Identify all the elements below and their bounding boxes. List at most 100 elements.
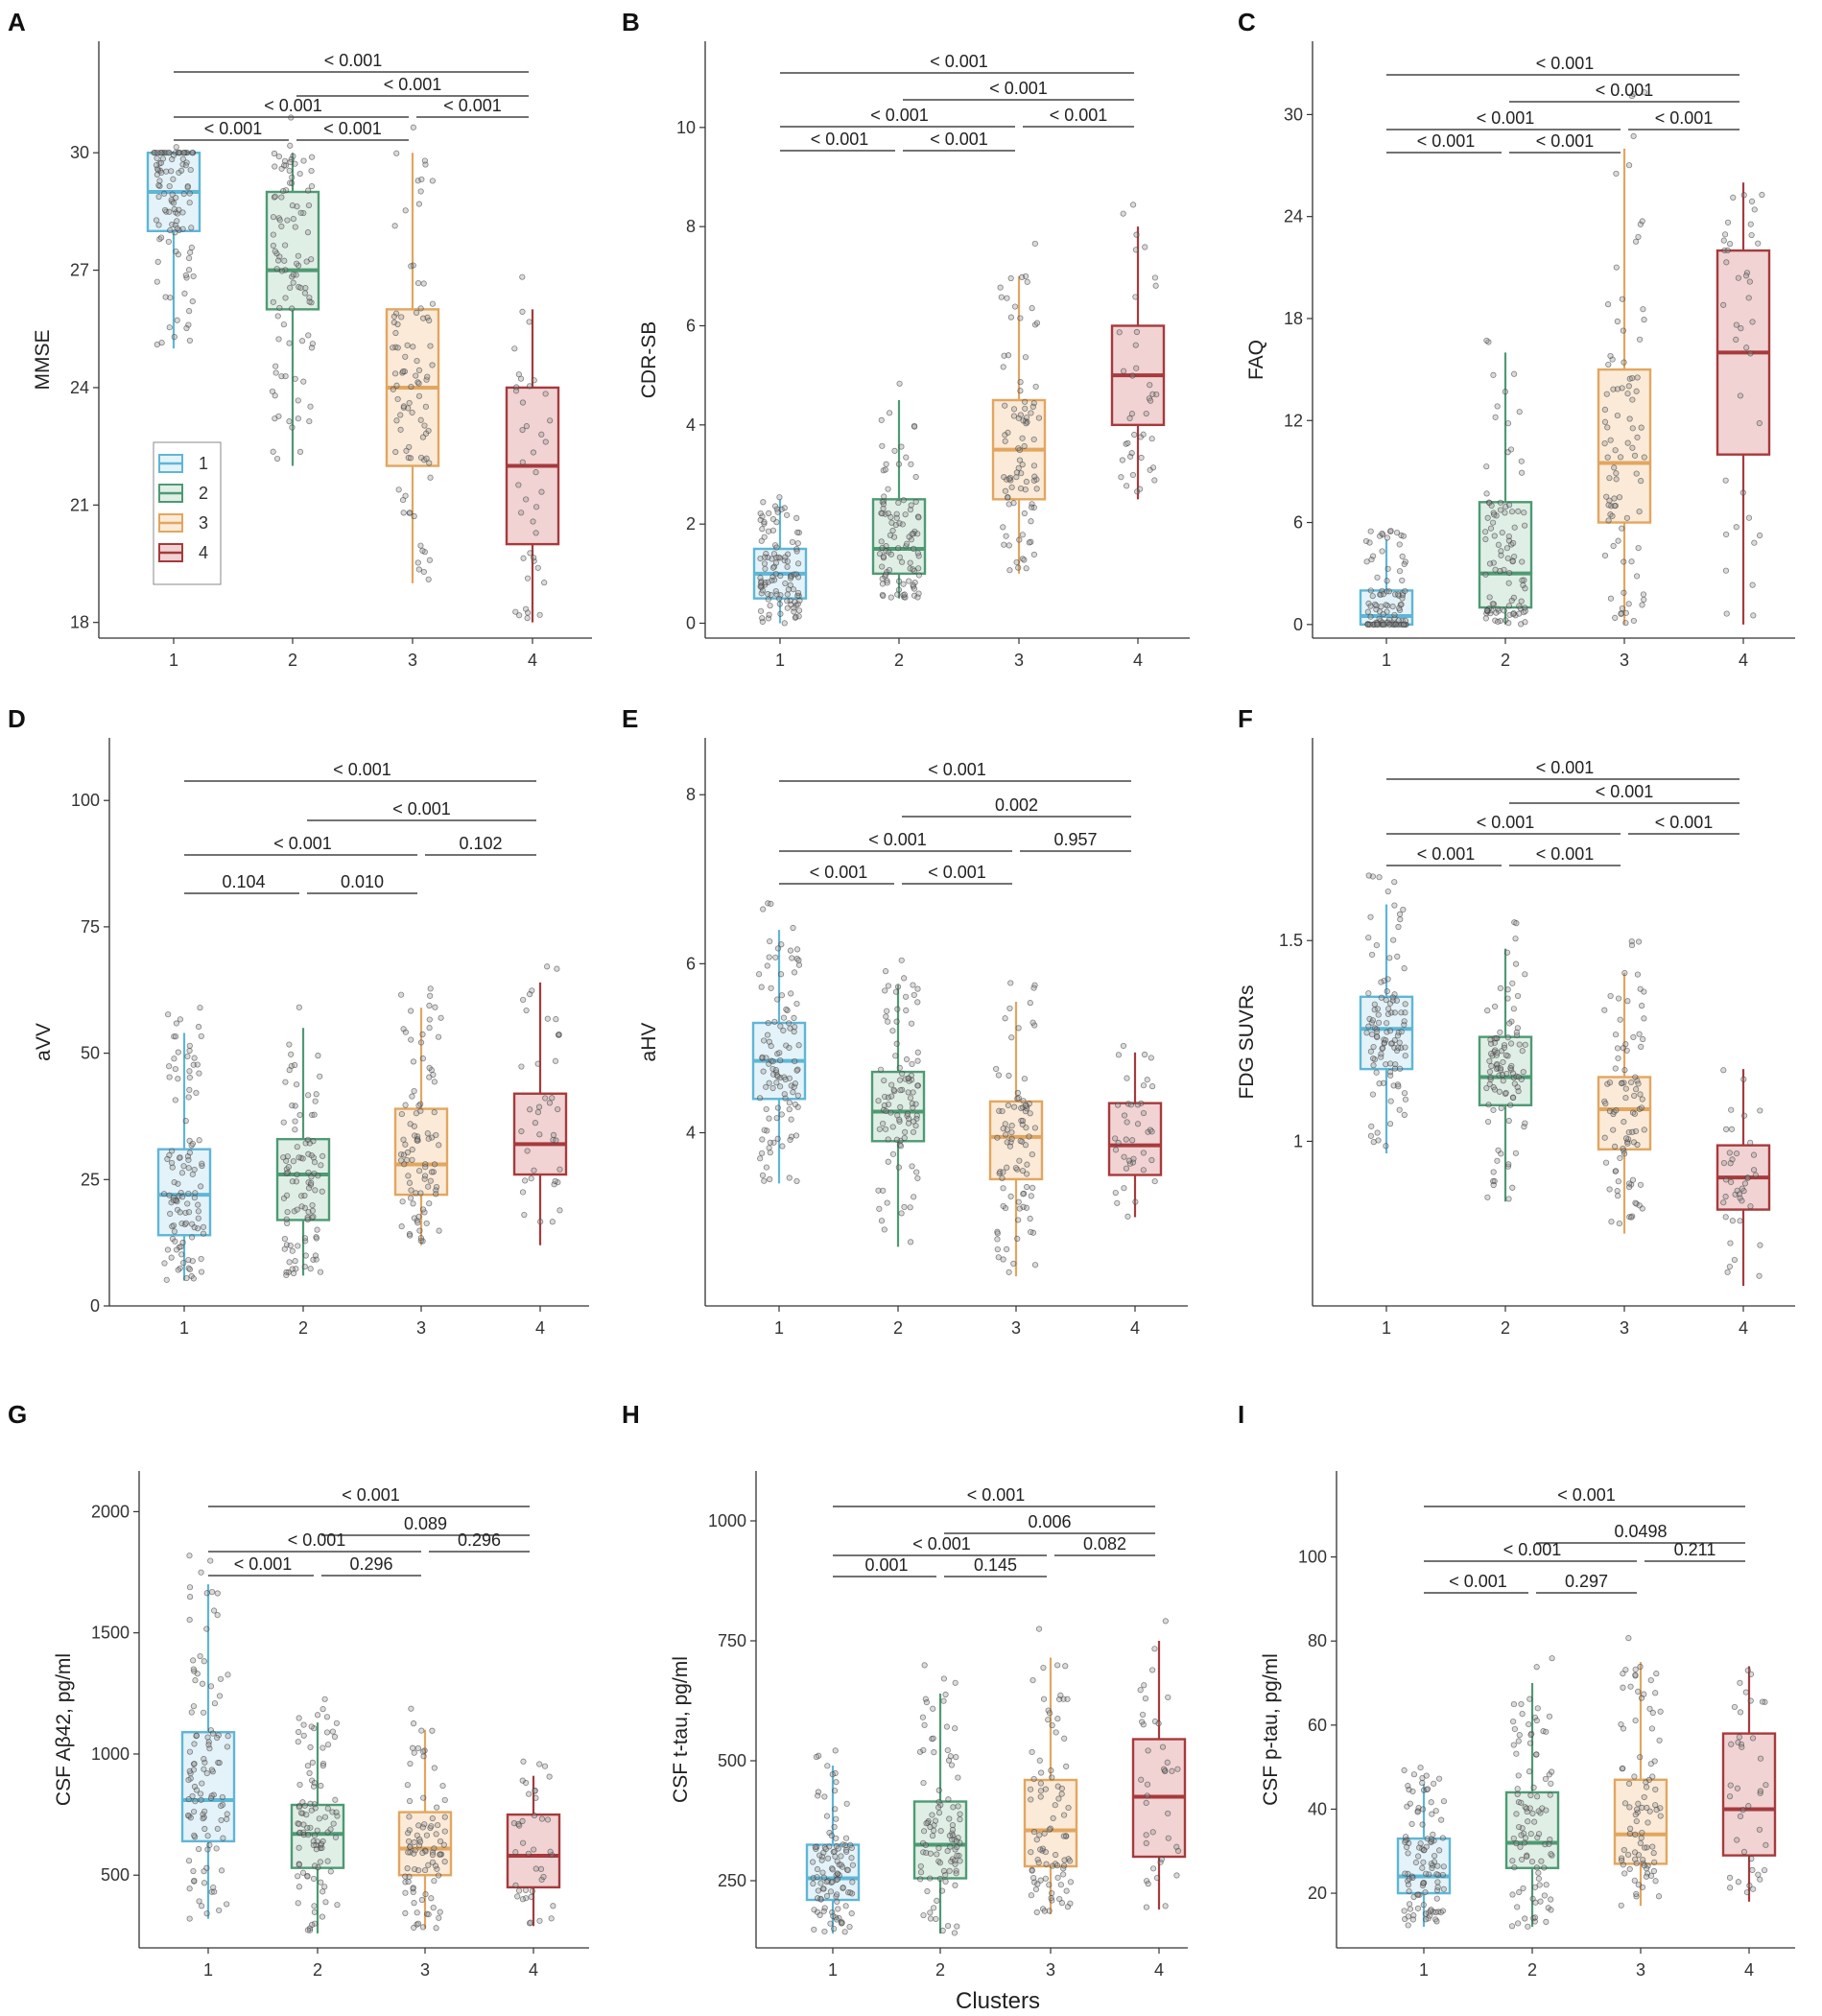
- data-point: [1440, 1863, 1447, 1870]
- data-point: [1386, 955, 1393, 961]
- data-point: [773, 1079, 780, 1086]
- data-point: [407, 455, 414, 462]
- data-point: [168, 1254, 175, 1261]
- data-point: [172, 1238, 178, 1245]
- data-point: [1022, 405, 1029, 412]
- data-point: [300, 1732, 307, 1739]
- data-point: [897, 1087, 904, 1094]
- data-point: [786, 1020, 793, 1027]
- data-point: [195, 1215, 201, 1221]
- p-value-label: < 0.001: [323, 119, 382, 138]
- data-point: [813, 1753, 820, 1761]
- data-point: [1619, 1079, 1625, 1087]
- data-point: [1510, 539, 1517, 547]
- data-point: [1644, 1844, 1650, 1851]
- data-point: [884, 580, 890, 586]
- data-point: [296, 170, 303, 178]
- data-point: [204, 1734, 211, 1741]
- data-point: [1402, 1838, 1408, 1845]
- data-point: [1433, 1895, 1440, 1902]
- data-point: [1486, 1080, 1493, 1087]
- data-point: [1747, 1671, 1755, 1677]
- data-point: [273, 455, 281, 462]
- data-point: [943, 1723, 951, 1730]
- data-point: [767, 1175, 773, 1183]
- data-point: [512, 388, 520, 394]
- data-point: [1534, 1793, 1541, 1800]
- data-point: [833, 1779, 840, 1786]
- data-point: [1633, 1890, 1640, 1898]
- data-point: [1057, 1882, 1064, 1888]
- data-point: [1633, 1817, 1640, 1825]
- data-point: [1395, 1044, 1402, 1051]
- data-point: [911, 991, 917, 999]
- data-point: [1035, 1625, 1043, 1632]
- data-point: [419, 1748, 427, 1755]
- data-point: [555, 1105, 561, 1113]
- data-point: [1516, 409, 1523, 415]
- data-point: [171, 1033, 177, 1040]
- data-point: [1637, 1754, 1644, 1761]
- data-point: [324, 1858, 331, 1864]
- data-point: [1624, 998, 1631, 1005]
- data-point: [219, 1793, 225, 1801]
- data-point: [784, 598, 791, 605]
- data-point: [312, 1252, 319, 1259]
- data-point: [1132, 1198, 1139, 1205]
- data-point: [289, 305, 296, 312]
- data-point: [1488, 1062, 1495, 1070]
- data-point: [1002, 487, 1009, 494]
- data-point: [882, 968, 889, 975]
- data-point: [397, 991, 405, 998]
- data-point: [429, 362, 436, 368]
- data-point: [1483, 607, 1490, 614]
- data-point: [1147, 382, 1153, 389]
- data-point: [1722, 477, 1729, 484]
- data-point: [1141, 1682, 1148, 1689]
- data-point: [413, 309, 420, 316]
- data-point: [1503, 545, 1510, 552]
- data-point: [195, 1208, 201, 1215]
- data-point: [1642, 1844, 1648, 1851]
- data-point: [292, 375, 298, 382]
- data-point: [1046, 1908, 1053, 1914]
- data-point: [194, 1225, 201, 1232]
- data-point: [297, 209, 304, 216]
- data-point: [526, 1791, 532, 1797]
- data-point: [1606, 1079, 1614, 1086]
- data-point: [393, 417, 400, 424]
- data-point: [875, 1187, 882, 1194]
- data-point: [296, 1804, 302, 1811]
- data-point: [157, 234, 165, 241]
- data-point: [795, 613, 802, 620]
- data-point: [412, 1132, 418, 1139]
- y-tick-label: 27: [70, 261, 89, 280]
- data-point: [914, 1057, 921, 1064]
- data-point: [953, 1870, 959, 1877]
- data-point: [169, 1148, 176, 1154]
- data-point: [794, 540, 801, 547]
- data-point: [420, 280, 427, 287]
- data-point: [1010, 406, 1018, 413]
- data-point: [191, 1224, 198, 1231]
- data-point: [1024, 1161, 1030, 1168]
- data-point: [392, 329, 399, 337]
- data-point: [1420, 1880, 1427, 1886]
- data-point: [292, 1127, 298, 1133]
- data-point: [879, 544, 886, 552]
- data-point: [283, 1170, 290, 1176]
- data-point: [1631, 1773, 1638, 1780]
- data-point: [1028, 1786, 1034, 1792]
- x-tick-label: 3: [416, 1318, 426, 1338]
- data-point: [542, 1095, 549, 1102]
- data-point: [893, 514, 900, 521]
- data-point: [201, 1808, 208, 1814]
- data-point: [761, 1127, 768, 1133]
- data-point: [1514, 1025, 1521, 1032]
- data-point: [758, 537, 765, 544]
- data-point: [788, 1116, 794, 1123]
- data-point: [1049, 1889, 1055, 1897]
- data-point: [1728, 1126, 1736, 1132]
- data-point: [319, 1152, 326, 1159]
- data-point: [789, 955, 795, 961]
